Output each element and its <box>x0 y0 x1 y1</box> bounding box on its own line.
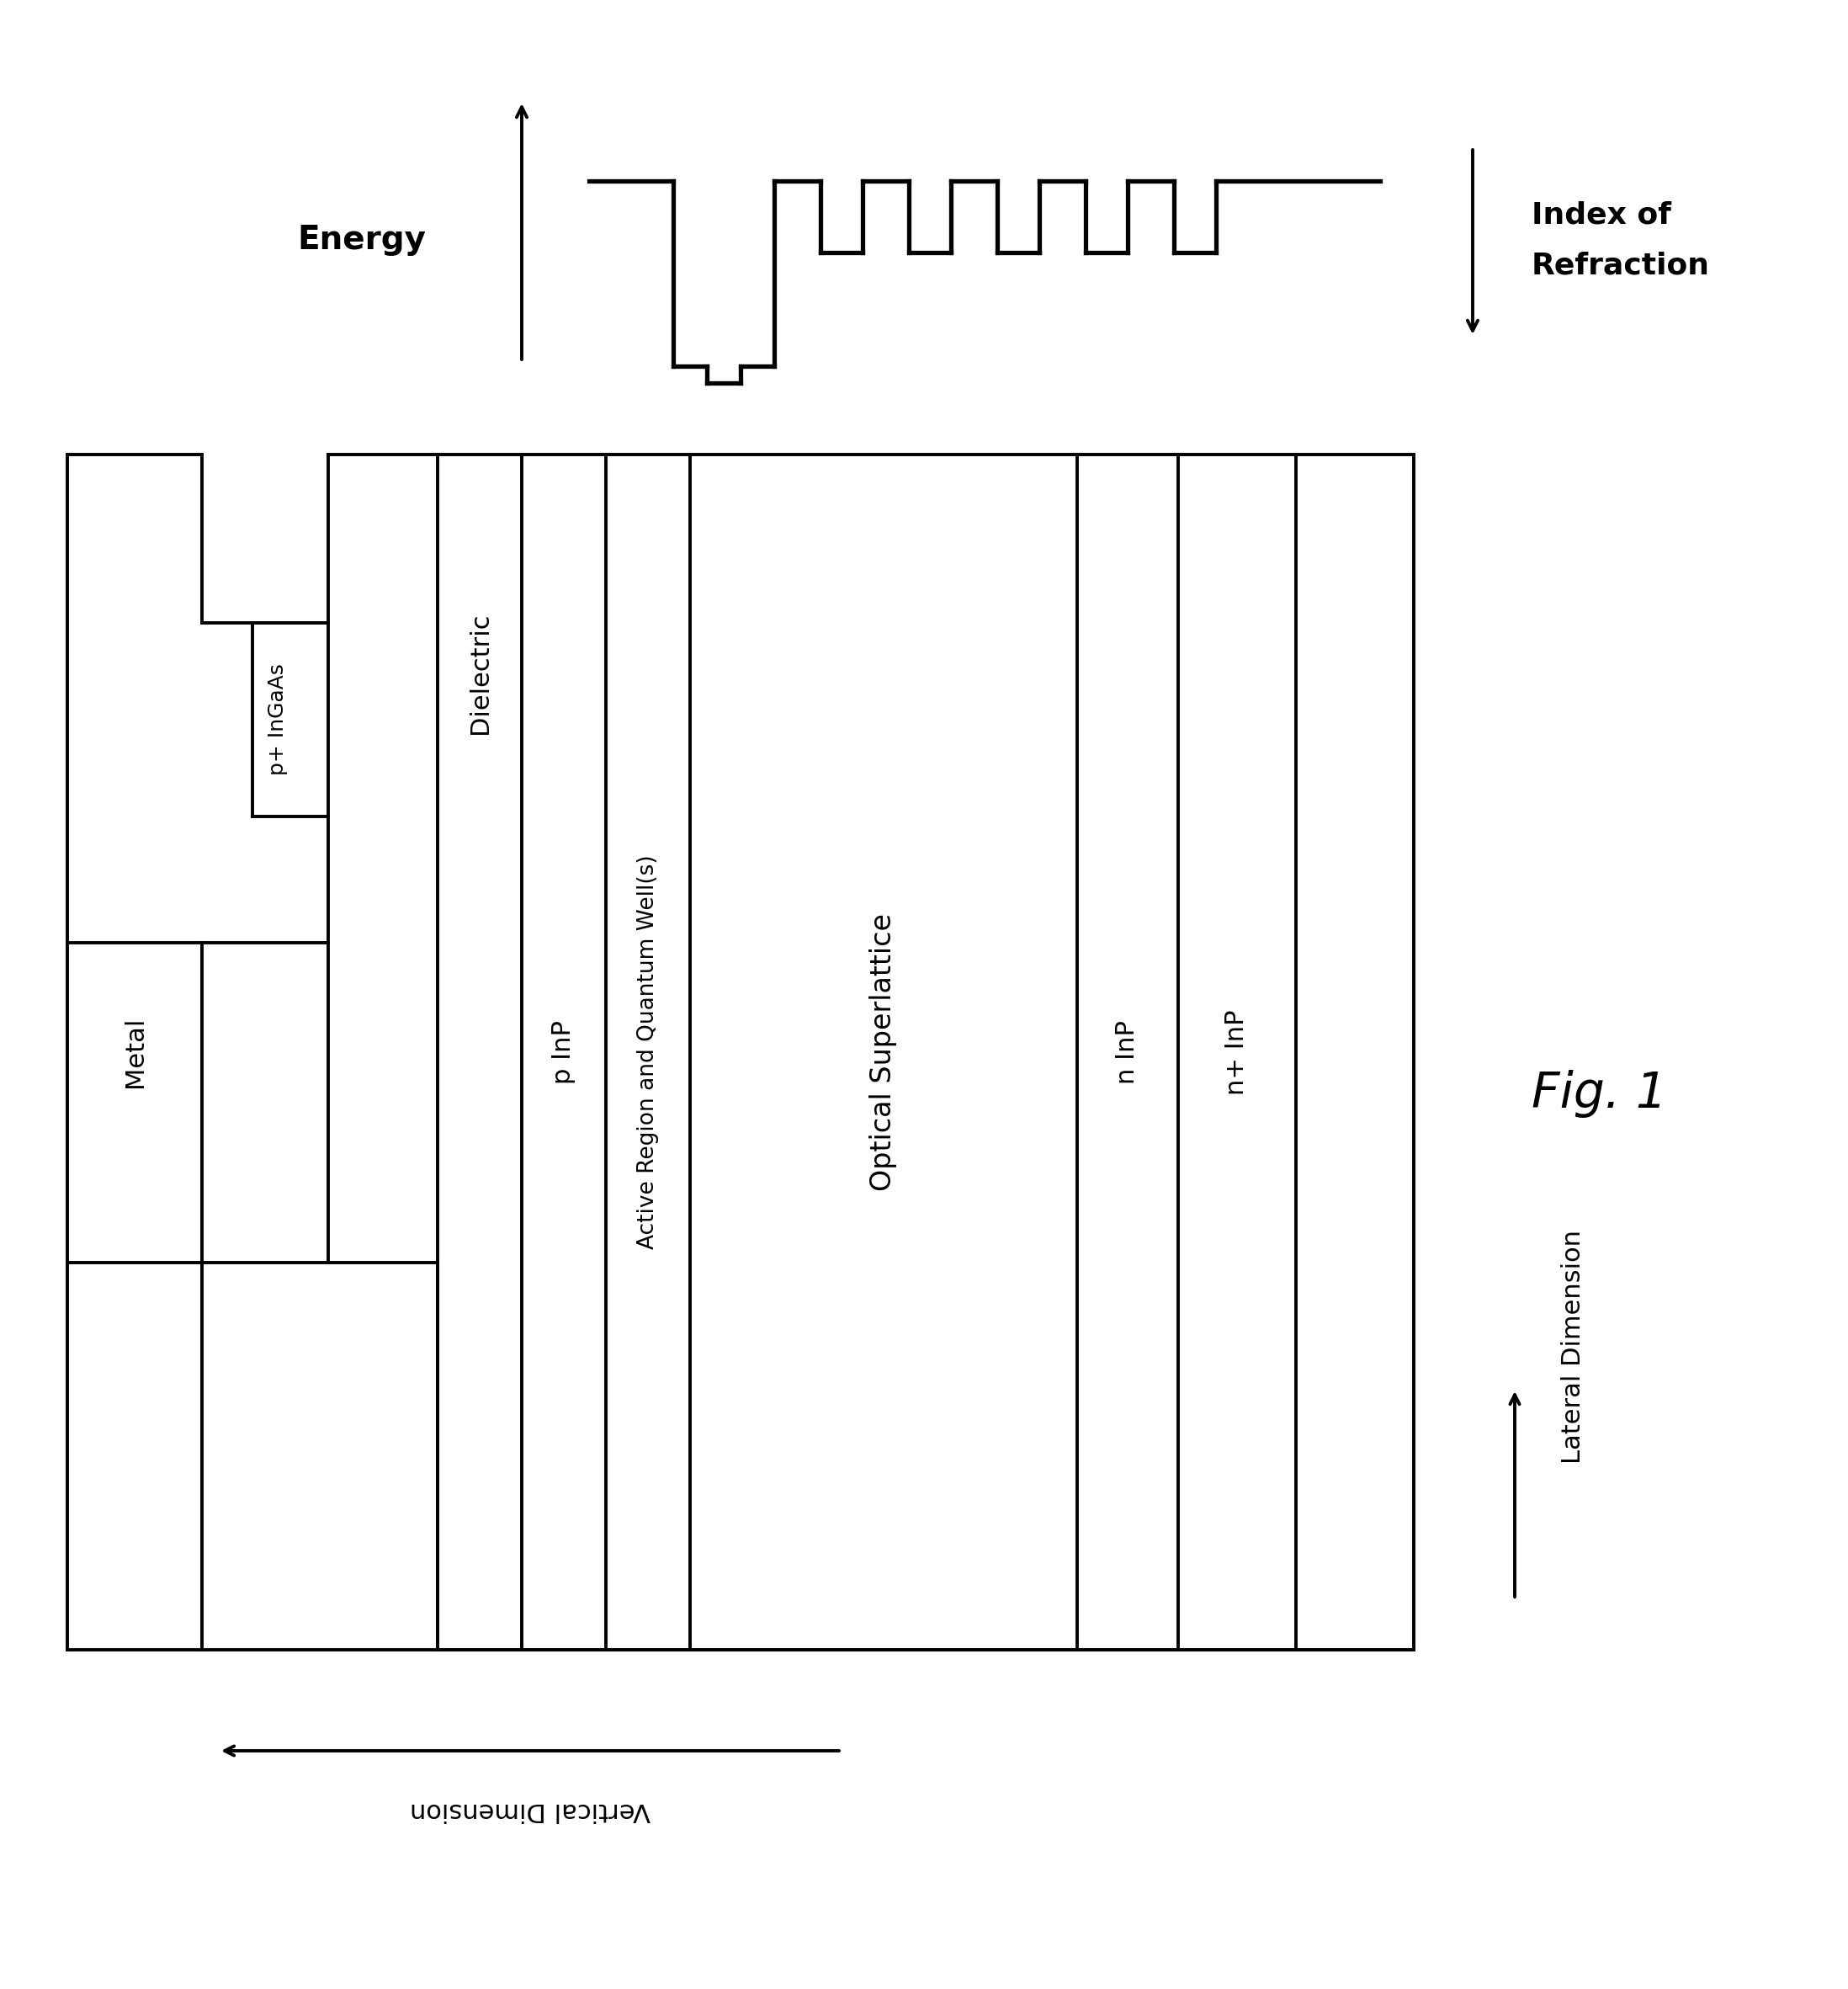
Text: Energy: Energy <box>298 225 427 257</box>
Text: Active Region and Quantum Well(s): Active Region and Quantum Well(s) <box>638 855 660 1249</box>
Text: Metal: Metal <box>122 1016 146 1088</box>
Text: Lateral Dimension: Lateral Dimension <box>1562 1229 1586 1464</box>
Text: Fig. 1: Fig. 1 <box>1532 1070 1667 1118</box>
Text: Refraction: Refraction <box>1532 251 1709 278</box>
Text: Optical Superlattice: Optical Superlattice <box>870 913 898 1191</box>
Text: n+ InP: n+ InP <box>1225 1010 1249 1094</box>
Text: Vertical Dimension: Vertical Dimension <box>410 1798 650 1822</box>
Text: n InP: n InP <box>1116 1020 1140 1084</box>
Text: Dielectric: Dielectric <box>468 613 492 734</box>
Text: p InP: p InP <box>551 1020 577 1084</box>
Text: Index of: Index of <box>1532 201 1671 229</box>
Text: p+ InGaAs: p+ InGaAs <box>268 664 288 776</box>
